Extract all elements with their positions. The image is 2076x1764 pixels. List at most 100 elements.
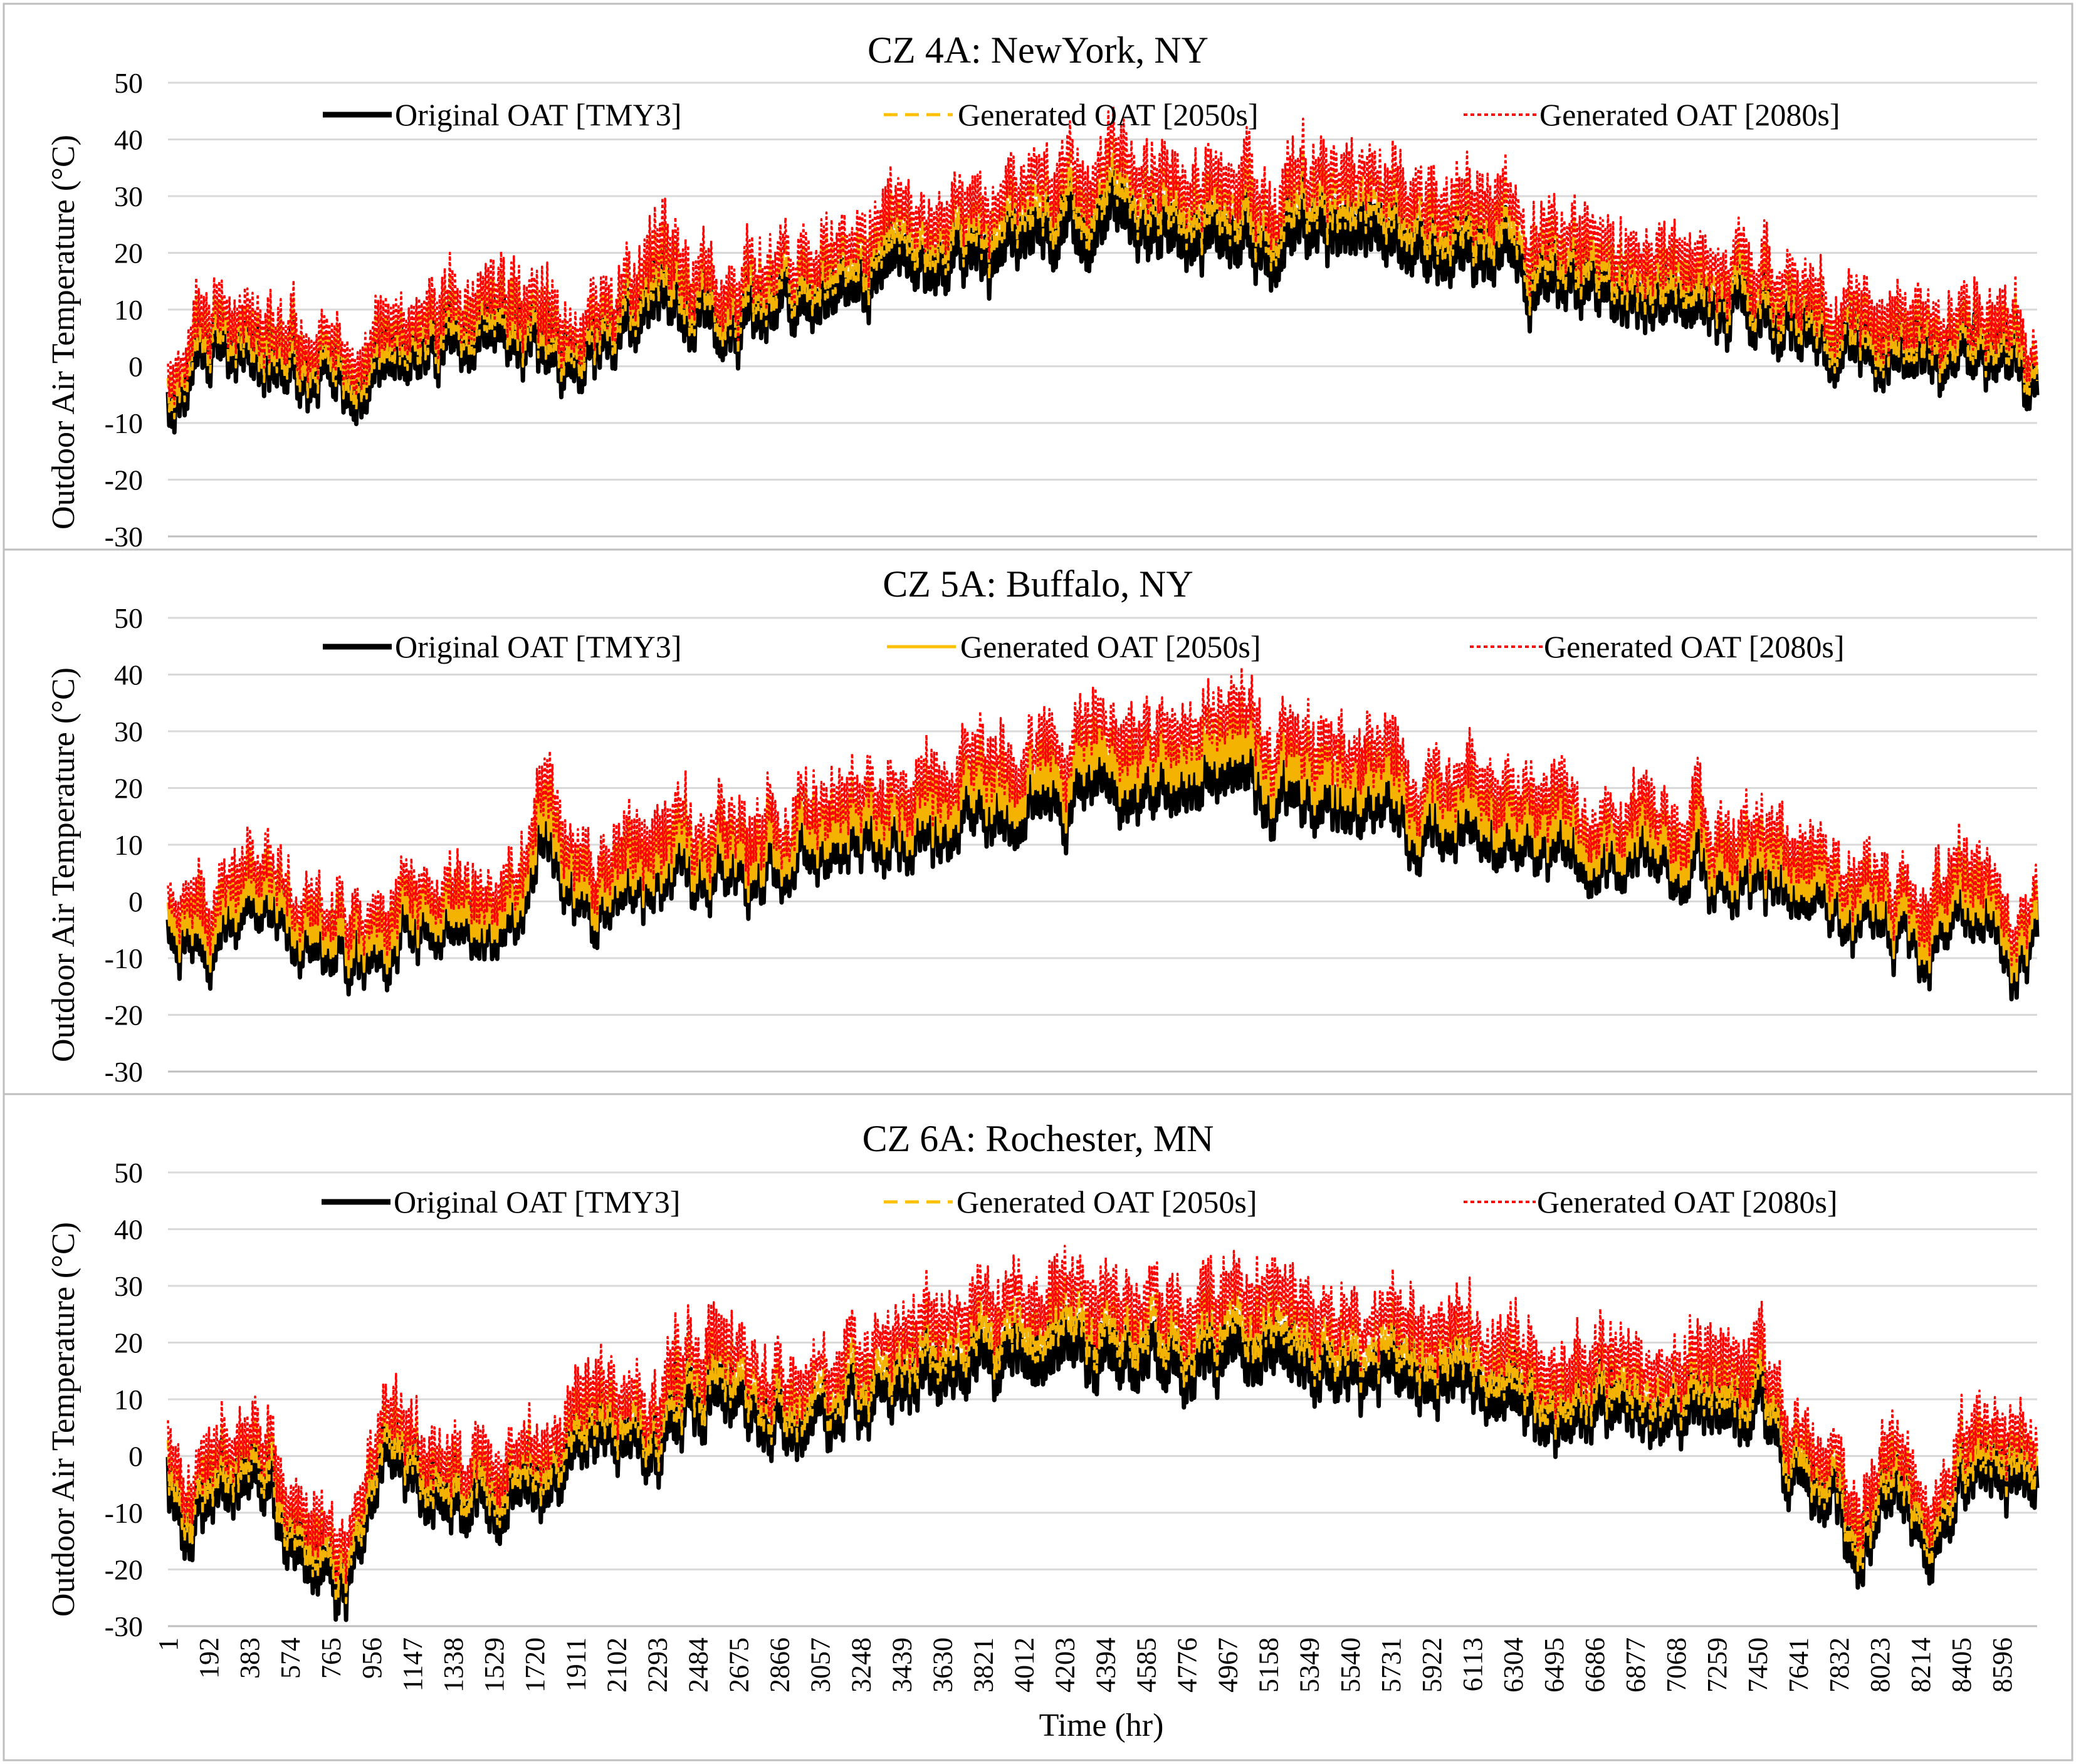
y-tick-label: 20 xyxy=(114,237,143,269)
x-tick-label: 8023 xyxy=(1865,1637,1895,1693)
y-tick-label: 20 xyxy=(114,773,143,805)
y-tick-label: 0 xyxy=(128,886,143,918)
y-tick-label: 10 xyxy=(114,829,143,861)
series-line xyxy=(167,107,2038,405)
x-tick-label: 7068 xyxy=(1661,1637,1692,1693)
x-tick-label: 5158 xyxy=(1254,1637,1284,1693)
legend-label-2050s: Generated OAT [2050s] xyxy=(958,97,1259,132)
y-tick-label: 50 xyxy=(114,67,143,99)
x-tick-label: 8596 xyxy=(1987,1637,2018,1693)
x-tick-label: 2102 xyxy=(601,1637,632,1693)
x-tick-label: 7641 xyxy=(1783,1637,1814,1693)
legend-label-2080s: Generated OAT [2080s] xyxy=(1539,97,1840,132)
series-generated-2050s xyxy=(167,1276,2038,1604)
y-tick-labels: 50 40 30 20 10 0 -10 -20 -30 xyxy=(105,602,143,1088)
y-tick-label: -30 xyxy=(105,1056,143,1088)
y-tick-label: 40 xyxy=(114,124,143,156)
legend-label-2080s: Generated OAT [2080s] xyxy=(1537,1184,1838,1219)
y-tick-label: 50 xyxy=(114,602,143,634)
y-tick-labels: 50 40 30 20 10 0 -10 -20 -30 xyxy=(105,1157,143,1642)
x-tick-label: 6877 xyxy=(1620,1637,1651,1693)
x-tick-label: 192 xyxy=(194,1637,224,1679)
y-tick-label: 30 xyxy=(114,716,143,748)
y-tick-label: -10 xyxy=(105,407,143,439)
y-tick-label: -20 xyxy=(105,464,143,496)
x-tick-label: 574 xyxy=(275,1637,306,1679)
series-line xyxy=(167,1245,2038,1584)
y-tick-label: 50 xyxy=(114,1157,143,1189)
y-axis-title: Outdoor Air Temperature (°C) xyxy=(46,135,81,530)
x-tick-label: 383 xyxy=(234,1637,265,1679)
x-tick-label: 6304 xyxy=(1498,1637,1529,1693)
y-tick-label: 30 xyxy=(114,1270,143,1302)
x-tick-label: 3821 xyxy=(968,1637,999,1693)
series-line xyxy=(167,666,2038,966)
chart-title: CZ 6A: Rochester, MN xyxy=(862,1118,1214,1159)
x-tick-label: 956 xyxy=(357,1637,387,1679)
series-generated-2080s xyxy=(167,666,2038,966)
y-tick-label: -20 xyxy=(105,1554,143,1586)
x-tick-label: 3439 xyxy=(887,1637,918,1693)
x-axis-title: Time (hr) xyxy=(1039,1708,1164,1743)
y-tick-label: -30 xyxy=(105,521,143,553)
y-tick-label: -30 xyxy=(105,1610,143,1642)
x-tick-label: 7450 xyxy=(1743,1637,1773,1693)
y-tick-label: 40 xyxy=(114,659,143,691)
x-tick-label: 1 xyxy=(153,1637,184,1651)
x-tick-label: 8214 xyxy=(1906,1637,1936,1693)
legend-label-2080s: Generated OAT [2080s] xyxy=(1544,629,1845,664)
chart-title: CZ 5A: Buffalo, NY xyxy=(883,563,1193,605)
x-tick-label: 3057 xyxy=(805,1637,836,1693)
x-tick-label: 8405 xyxy=(1946,1637,1977,1693)
legend-label-original: Original OAT [TMY3] xyxy=(395,97,681,132)
y-tick-labels: 50 40 30 20 10 0 -10 -20 -30 xyxy=(105,67,143,553)
x-tick-label: 7832 xyxy=(1824,1637,1855,1693)
legend-label-2050s: Generated OAT [2050s] xyxy=(957,1184,1257,1219)
x-tick-label: 6686 xyxy=(1580,1637,1610,1693)
x-tick-label: 1147 xyxy=(397,1637,428,1691)
series-line xyxy=(167,1276,2038,1604)
x-tick-label: 7259 xyxy=(1702,1637,1733,1693)
x-tick-label: 6495 xyxy=(1539,1637,1570,1693)
x-tick-label: 3630 xyxy=(928,1637,958,1693)
legend-label-original: Original OAT [TMY3] xyxy=(395,629,681,664)
x-tick-label: 4012 xyxy=(1009,1637,1040,1693)
chart-title: CZ 4A: NewYork, NY xyxy=(868,29,1208,71)
legend-label-original: Original OAT [TMY3] xyxy=(394,1184,680,1219)
y-tick-label: 0 xyxy=(128,351,143,383)
series-generated-2080s xyxy=(167,1245,2038,1584)
x-tick-label: 5731 xyxy=(1376,1637,1407,1693)
x-tick-label: 4585 xyxy=(1131,1637,1162,1693)
series-line xyxy=(167,697,2038,984)
legend: Original OAT [TMY3] Generated OAT [2050s… xyxy=(323,629,1845,664)
x-tick-label: 3248 xyxy=(846,1637,876,1693)
x-tick-label: 6113 xyxy=(1457,1637,1488,1691)
x-tick-labels: 1 192 383 574 765 956 1147 1338 1529 1720 1911 2102… xyxy=(153,1637,2018,1693)
y-tick-label: -10 xyxy=(105,942,143,974)
x-tick-label: 5922 xyxy=(1417,1637,1447,1693)
y-tick-label: 20 xyxy=(114,1327,143,1359)
x-tick-label: 4967 xyxy=(1213,1637,1244,1693)
legend: Original OAT [TMY3] Generated OAT [2050s… xyxy=(323,97,1840,132)
y-tick-label: 10 xyxy=(114,294,143,326)
series-generated-2080s xyxy=(167,107,2038,405)
panel-border xyxy=(3,1093,2073,1761)
y-tick-label: -20 xyxy=(105,999,143,1031)
y-axis-title: Outdoor Air Temperature (°C) xyxy=(46,1222,81,1617)
x-tick-label: 5349 xyxy=(1294,1637,1325,1693)
x-tick-label: 1529 xyxy=(479,1637,510,1693)
x-tick-label: 1911 xyxy=(560,1637,591,1691)
x-tick-label: 5540 xyxy=(1335,1637,1366,1693)
y-tick-label: 10 xyxy=(114,1384,143,1416)
chart-panel-rochester: 50 40 30 20 10 0 -10 -20 -30 CZ 6A: Rochester, M… xyxy=(3,1093,2073,1761)
y-tick-label: -10 xyxy=(105,1497,143,1529)
x-tick-label: 2675 xyxy=(723,1637,754,1693)
y-tick-label: 40 xyxy=(114,1214,143,1246)
y-tick-label: 0 xyxy=(128,1441,143,1473)
x-tick-label: 765 xyxy=(316,1637,347,1679)
y-tick-label: 30 xyxy=(114,180,143,212)
y-axis-title: Outdoor Air Temperature (°C) xyxy=(46,667,81,1062)
legend-label-2050s: Generated OAT [2050s] xyxy=(960,629,1261,664)
